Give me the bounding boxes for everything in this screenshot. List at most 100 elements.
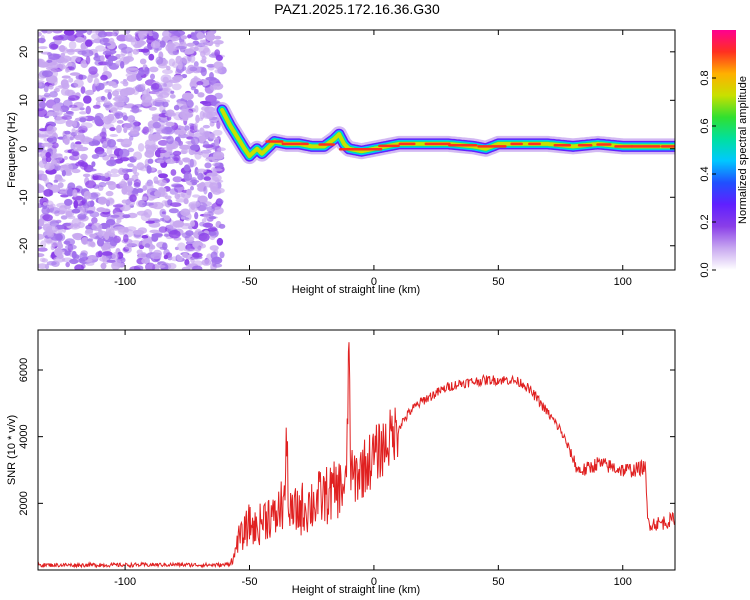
- noise-speckle: [63, 156, 68, 160]
- noise-speckle: [182, 92, 194, 101]
- noise-speckle: [129, 194, 137, 203]
- noise-speckle: [146, 189, 152, 197]
- snr-background: [38, 330, 675, 570]
- noise-speckle: [88, 255, 93, 260]
- noise-speckle: [106, 259, 116, 263]
- top-y-axis-label: Frequency (Hz): [6, 112, 18, 188]
- noise-speckle: [42, 214, 53, 222]
- noise-speckle: [67, 62, 73, 67]
- noise-speckle: [83, 190, 92, 200]
- noise-speckle: [96, 238, 105, 247]
- noise-speckle: [151, 83, 160, 90]
- noise-speckle: [149, 125, 154, 134]
- noise-speckle: [216, 237, 224, 246]
- noise-speckle: [166, 146, 173, 154]
- ridge-layer: [214, 102, 675, 165]
- noise-speckle: [85, 261, 95, 266]
- noise-speckle: [183, 248, 196, 252]
- noise-speckle: [38, 108, 48, 118]
- noise-speckle: [210, 186, 218, 193]
- noise-speckle: [129, 128, 139, 135]
- noise-speckle: [177, 242, 186, 251]
- noise-speckle: [180, 208, 191, 217]
- snr-layer: [38, 342, 675, 569]
- bottom-y-tick-label: 4000: [18, 424, 30, 448]
- noise-speckle: [142, 126, 149, 135]
- noise-speckle: [38, 263, 48, 269]
- noise-speckle: [149, 98, 156, 107]
- noise-speckle: [203, 176, 211, 181]
- noise-speckle: [54, 159, 60, 167]
- noise-speckle: [123, 173, 130, 181]
- noise-speckle: [80, 207, 86, 215]
- noise-speckle: [122, 56, 130, 64]
- noise-speckle: [193, 122, 198, 131]
- noise-speckle: [180, 216, 186, 220]
- noise-speckle: [116, 120, 124, 124]
- noise-speckle: [107, 89, 112, 93]
- noise-speckle: [133, 151, 143, 160]
- top-y-tick-label: 20: [18, 46, 30, 58]
- noise-speckle: [180, 35, 188, 40]
- noise-speckle: [106, 139, 117, 148]
- noise-speckle: [88, 241, 95, 247]
- noise-speckle: [180, 125, 185, 130]
- noise-speckle: [41, 258, 48, 263]
- top-y-tick-label: -10: [18, 189, 30, 205]
- noise-speckle: [59, 45, 66, 53]
- noise-speckle: [174, 193, 181, 200]
- noise-speckle: [87, 74, 93, 84]
- noise-speckle: [120, 138, 132, 148]
- noise-speckle: [69, 72, 81, 76]
- noise-speckle: [168, 30, 178, 34]
- noise-speckle: [146, 30, 153, 34]
- noise-speckle: [137, 30, 148, 38]
- colorbar-tick-label: 0.4: [699, 166, 711, 181]
- noise-speckle: [170, 169, 177, 176]
- noise-speckle: [48, 84, 54, 90]
- noise-speckle: [68, 95, 80, 101]
- noise-speckle: [105, 190, 114, 197]
- noise-speckle: [215, 187, 225, 194]
- top-x-ticks: -100 -50 0 50 100: [114, 30, 632, 288]
- noise-speckle: [214, 49, 221, 57]
- noise-speckle: [151, 135, 159, 142]
- noise-speckle: [165, 121, 175, 127]
- noise-speckle: [205, 33, 216, 42]
- noise-speckle: [41, 70, 53, 78]
- noise-speckle: [66, 34, 78, 42]
- noise-speckle: [105, 58, 111, 67]
- noise-speckle: [162, 242, 168, 250]
- noise-speckle: [200, 59, 207, 64]
- noise-speckle: [196, 81, 204, 86]
- noise-speckle: [57, 182, 64, 189]
- noise-speckle: [73, 222, 79, 229]
- noise-speckle: [213, 151, 225, 160]
- noise-speckle: [69, 136, 74, 141]
- noise-speckle: [54, 118, 66, 125]
- noise-speckle: [216, 120, 221, 129]
- noise-speckle: [177, 61, 183, 70]
- noise-speckle: [46, 125, 55, 135]
- noise-speckle: [162, 101, 169, 108]
- noise-speckle: [85, 180, 97, 189]
- noise-speckle: [148, 106, 157, 111]
- noise-speckle: [52, 53, 62, 58]
- noise-speckle: [150, 73, 155, 80]
- noise-speckle: [83, 137, 94, 143]
- noise-speckle: [154, 264, 166, 269]
- noise-speckle: [214, 35, 222, 40]
- noise-speckle: [120, 80, 129, 84]
- noise-speckle: [102, 50, 112, 56]
- noise-speckle: [45, 225, 58, 234]
- noise-speckle: [145, 145, 155, 155]
- noise-speckle: [39, 101, 47, 108]
- noise-speckle: [193, 61, 199, 68]
- noise-speckle: [186, 244, 191, 250]
- noise-speckle: [95, 251, 103, 258]
- bottom-y-tick-label: 6000: [18, 358, 30, 382]
- noise-speckle: [172, 61, 178, 68]
- noise-speckle: [158, 149, 167, 154]
- noise-speckle: [163, 233, 170, 237]
- noise-speckle: [121, 46, 133, 54]
